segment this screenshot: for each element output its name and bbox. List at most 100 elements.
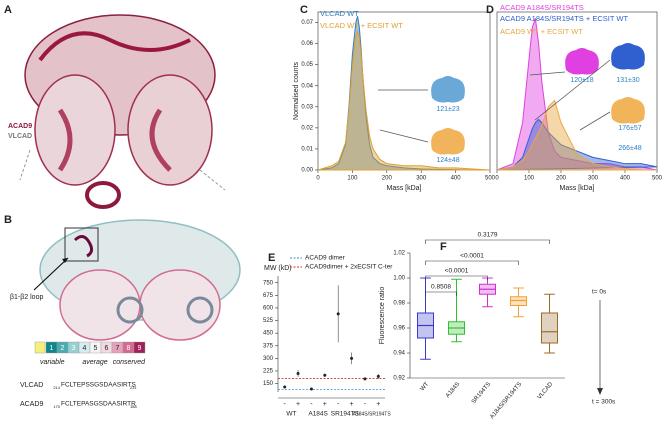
point: [296, 372, 300, 376]
x-tick-label: +: [296, 401, 300, 408]
y-tick-label: 0.03: [301, 104, 313, 110]
seq-end: 231: [130, 385, 137, 390]
x-tick-label: 400: [620, 176, 631, 182]
callout: β1-β2 loop: [10, 294, 43, 301]
seq-start: 214: [53, 385, 60, 390]
scale-label: conserved: [113, 359, 146, 366]
x-tick-label: -: [337, 401, 340, 408]
annotation: 120±18: [570, 77, 593, 84]
time-label: t= 0s: [592, 289, 607, 296]
panel-label: E: [268, 252, 275, 264]
seq-name: ACAD9: [20, 401, 43, 408]
arrow: [379, 129, 429, 143]
legend-acad9: ACAD9: [8, 123, 32, 130]
series-line: [317, 29, 491, 171]
point: [323, 373, 327, 377]
group-label: SR194TS: [331, 411, 360, 418]
y-tick-label: 0.05: [301, 62, 313, 68]
sequence: FCLTEPASGSDAASIRTR: [61, 401, 136, 408]
y-tick-label: 375: [263, 343, 274, 349]
cartoon: [611, 43, 645, 70]
y-tick-label: 0.01: [301, 147, 313, 153]
y-axis-title: MW (kD): [264, 265, 292, 272]
legend-vlcad: VLCAD: [8, 133, 32, 140]
box: [541, 312, 558, 344]
y-tick-label: 1.00: [393, 276, 405, 282]
legend-entry: ACAD9 dimer: [305, 255, 346, 262]
annotation: 121±23: [436, 106, 459, 113]
x-tick-label: 100: [347, 176, 358, 182]
x-tick-label: WT: [420, 381, 431, 392]
y-axis-title: Normalised counts: [293, 62, 300, 120]
annotation: 131±30: [616, 77, 639, 84]
legend-entry: ACAD9 A184S/SR194TS + ECSIT WT: [500, 14, 628, 23]
p-value: 0.8508: [431, 284, 451, 291]
scale-label: variable: [40, 359, 65, 366]
y-tick-label: 0.94: [393, 351, 405, 357]
y-tick-label: 450: [263, 331, 274, 337]
y-tick-label: 225: [263, 369, 274, 375]
panel-label: C: [300, 4, 308, 16]
y-tick-label: 0.96: [393, 326, 405, 332]
series-line: [496, 99, 657, 171]
annotation: 124±48: [436, 157, 459, 164]
y-tick-label: 0.00: [301, 168, 313, 174]
seq-start: 170: [53, 404, 60, 409]
annotation: 176±57: [618, 125, 641, 132]
cartoon: [611, 97, 645, 124]
y-tick-label: 525: [263, 318, 274, 324]
x-tick-label: -: [364, 401, 367, 408]
cartoon: [565, 48, 599, 75]
panel-label: B: [4, 214, 12, 226]
arrow: [529, 71, 566, 76]
scale-box: [133, 341, 146, 354]
scale-level: 9: [138, 345, 142, 352]
seq-name: VLCAD: [20, 382, 43, 389]
panel-label: D: [486, 4, 494, 16]
y-tick-label: 0.02: [301, 125, 313, 131]
legend-entry: ACAD9 A184S/SR194TS: [500, 3, 584, 12]
y-tick-label: 0.06: [301, 41, 313, 47]
group-label: A184S: [308, 411, 328, 418]
scale-level: 6: [105, 345, 109, 352]
y-tick-label: 0.07: [301, 20, 313, 26]
legend-entry: VLCAD WT + ECSIT WT: [320, 21, 403, 30]
scale-level: 7: [116, 345, 120, 352]
legend-entry: ACAD9dimer + 2xECSIT C-ter: [305, 264, 393, 271]
x-tick-label: 200: [556, 176, 567, 182]
point: [309, 387, 313, 391]
y-tick-label: 600: [263, 306, 274, 312]
x-tick-label: 500: [652, 176, 663, 182]
y-tick-label: 750: [263, 280, 274, 286]
panel-label: F: [440, 241, 447, 253]
p-value: 0.3179: [478, 232, 498, 239]
x-tick-label: 200: [382, 176, 393, 182]
x-axis-title: Mass [kDa]: [559, 185, 594, 192]
scale-level: 2: [61, 345, 65, 352]
x-tick-label: +: [376, 401, 380, 408]
y-axis-title: Fluorescence ratio: [379, 287, 386, 345]
x-tick-label: +: [350, 401, 354, 408]
y-tick-label: 675: [263, 293, 274, 299]
structure-a: [19, 14, 226, 209]
box: [510, 296, 527, 306]
x-axis-title: Mass [kDa]: [386, 185, 421, 192]
point: [376, 374, 380, 378]
x-tick-label: 300: [416, 176, 427, 182]
x-tick-label: 500: [485, 176, 496, 182]
x-tick-label: 300: [588, 176, 599, 182]
x-tick-label: -: [284, 401, 287, 408]
y-tick-label: 300: [263, 356, 274, 362]
x-tick-label: 100: [524, 176, 535, 182]
group-label: WT: [286, 411, 296, 418]
annotation: 266±48: [618, 145, 641, 152]
sequence: FCLTEPSSGSDAASIRTS: [61, 382, 137, 389]
y-tick-label: 150: [263, 381, 274, 387]
group-label: A184S/SR194TS: [353, 411, 392, 417]
structure-b: [33, 219, 241, 354]
cartoon: [431, 76, 465, 103]
legend-entry: VLCAD WT: [320, 9, 359, 18]
legend-entry: ACAD9 WT + ECSIT WT: [500, 27, 583, 36]
x-tick-label: 0: [316, 176, 320, 182]
